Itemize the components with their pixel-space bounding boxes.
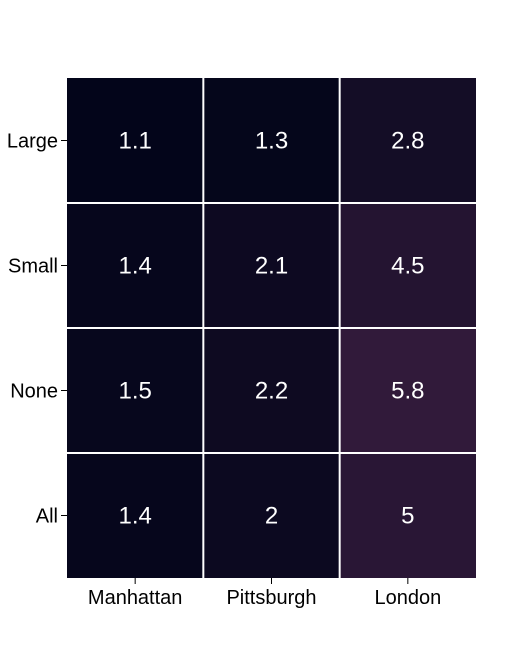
cell-value-label: 4.5 — [391, 253, 424, 280]
cell-value-label: 2.8 — [391, 128, 424, 155]
cell-value-label: 2.2 — [255, 378, 288, 405]
cell-value-label: 5.8 — [391, 378, 424, 405]
heatmap-cell-small-pittsburgh — [203, 203, 340, 328]
heatmap-cell-none-pittsburgh — [203, 328, 340, 453]
cell-borders — [67, 78, 476, 578]
cell-value-labels: 1.1 1.3 2.8 1.4 2.1 4.5 1.5 2.2 5.8 1.4 2 5 — [118, 128, 424, 530]
heatmap-cell-all-pittsburgh — [203, 453, 340, 578]
heatmap-cell-all-london — [339, 453, 476, 578]
x-tick-label: Manhattan — [88, 587, 183, 609]
cell-value-label: 1.3 — [255, 128, 288, 155]
y-axis: Large Small None All — [7, 131, 67, 528]
heatmap-cell-none-london — [339, 328, 476, 453]
heatmap-cell-large-pittsburgh — [203, 78, 340, 203]
cell-value-label: 1.1 — [118, 128, 151, 155]
heatmap-cell-small-london — [339, 203, 476, 328]
cell-value-label: 2 — [265, 503, 278, 530]
cell-value-label: 1.5 — [118, 378, 151, 405]
x-tick-label: London — [374, 587, 441, 609]
cell-value-label: 5 — [401, 503, 414, 530]
heatmap-cell-large-london — [339, 78, 476, 203]
x-tick-label: Pittsburgh — [226, 587, 316, 609]
y-tick-label: All — [36, 506, 58, 528]
x-axis: Manhattan Pittsburgh London — [88, 578, 441, 609]
heatmap-cell-all-manhattan — [67, 453, 204, 578]
y-tick-label: Large — [7, 131, 58, 153]
cell-value-label: 2.1 — [255, 253, 288, 280]
cell-value-label: 1.4 — [118, 503, 151, 530]
y-tick-label: Small — [8, 256, 58, 278]
y-tick-label: None — [10, 381, 58, 403]
heatmap-cell-large-manhattan — [67, 78, 204, 203]
heatmap-cell-none-manhattan — [67, 328, 204, 453]
heatmap-cell-small-manhattan — [67, 203, 204, 328]
cell-value-label: 1.4 — [118, 253, 151, 280]
heatmap-cells — [67, 78, 476, 578]
